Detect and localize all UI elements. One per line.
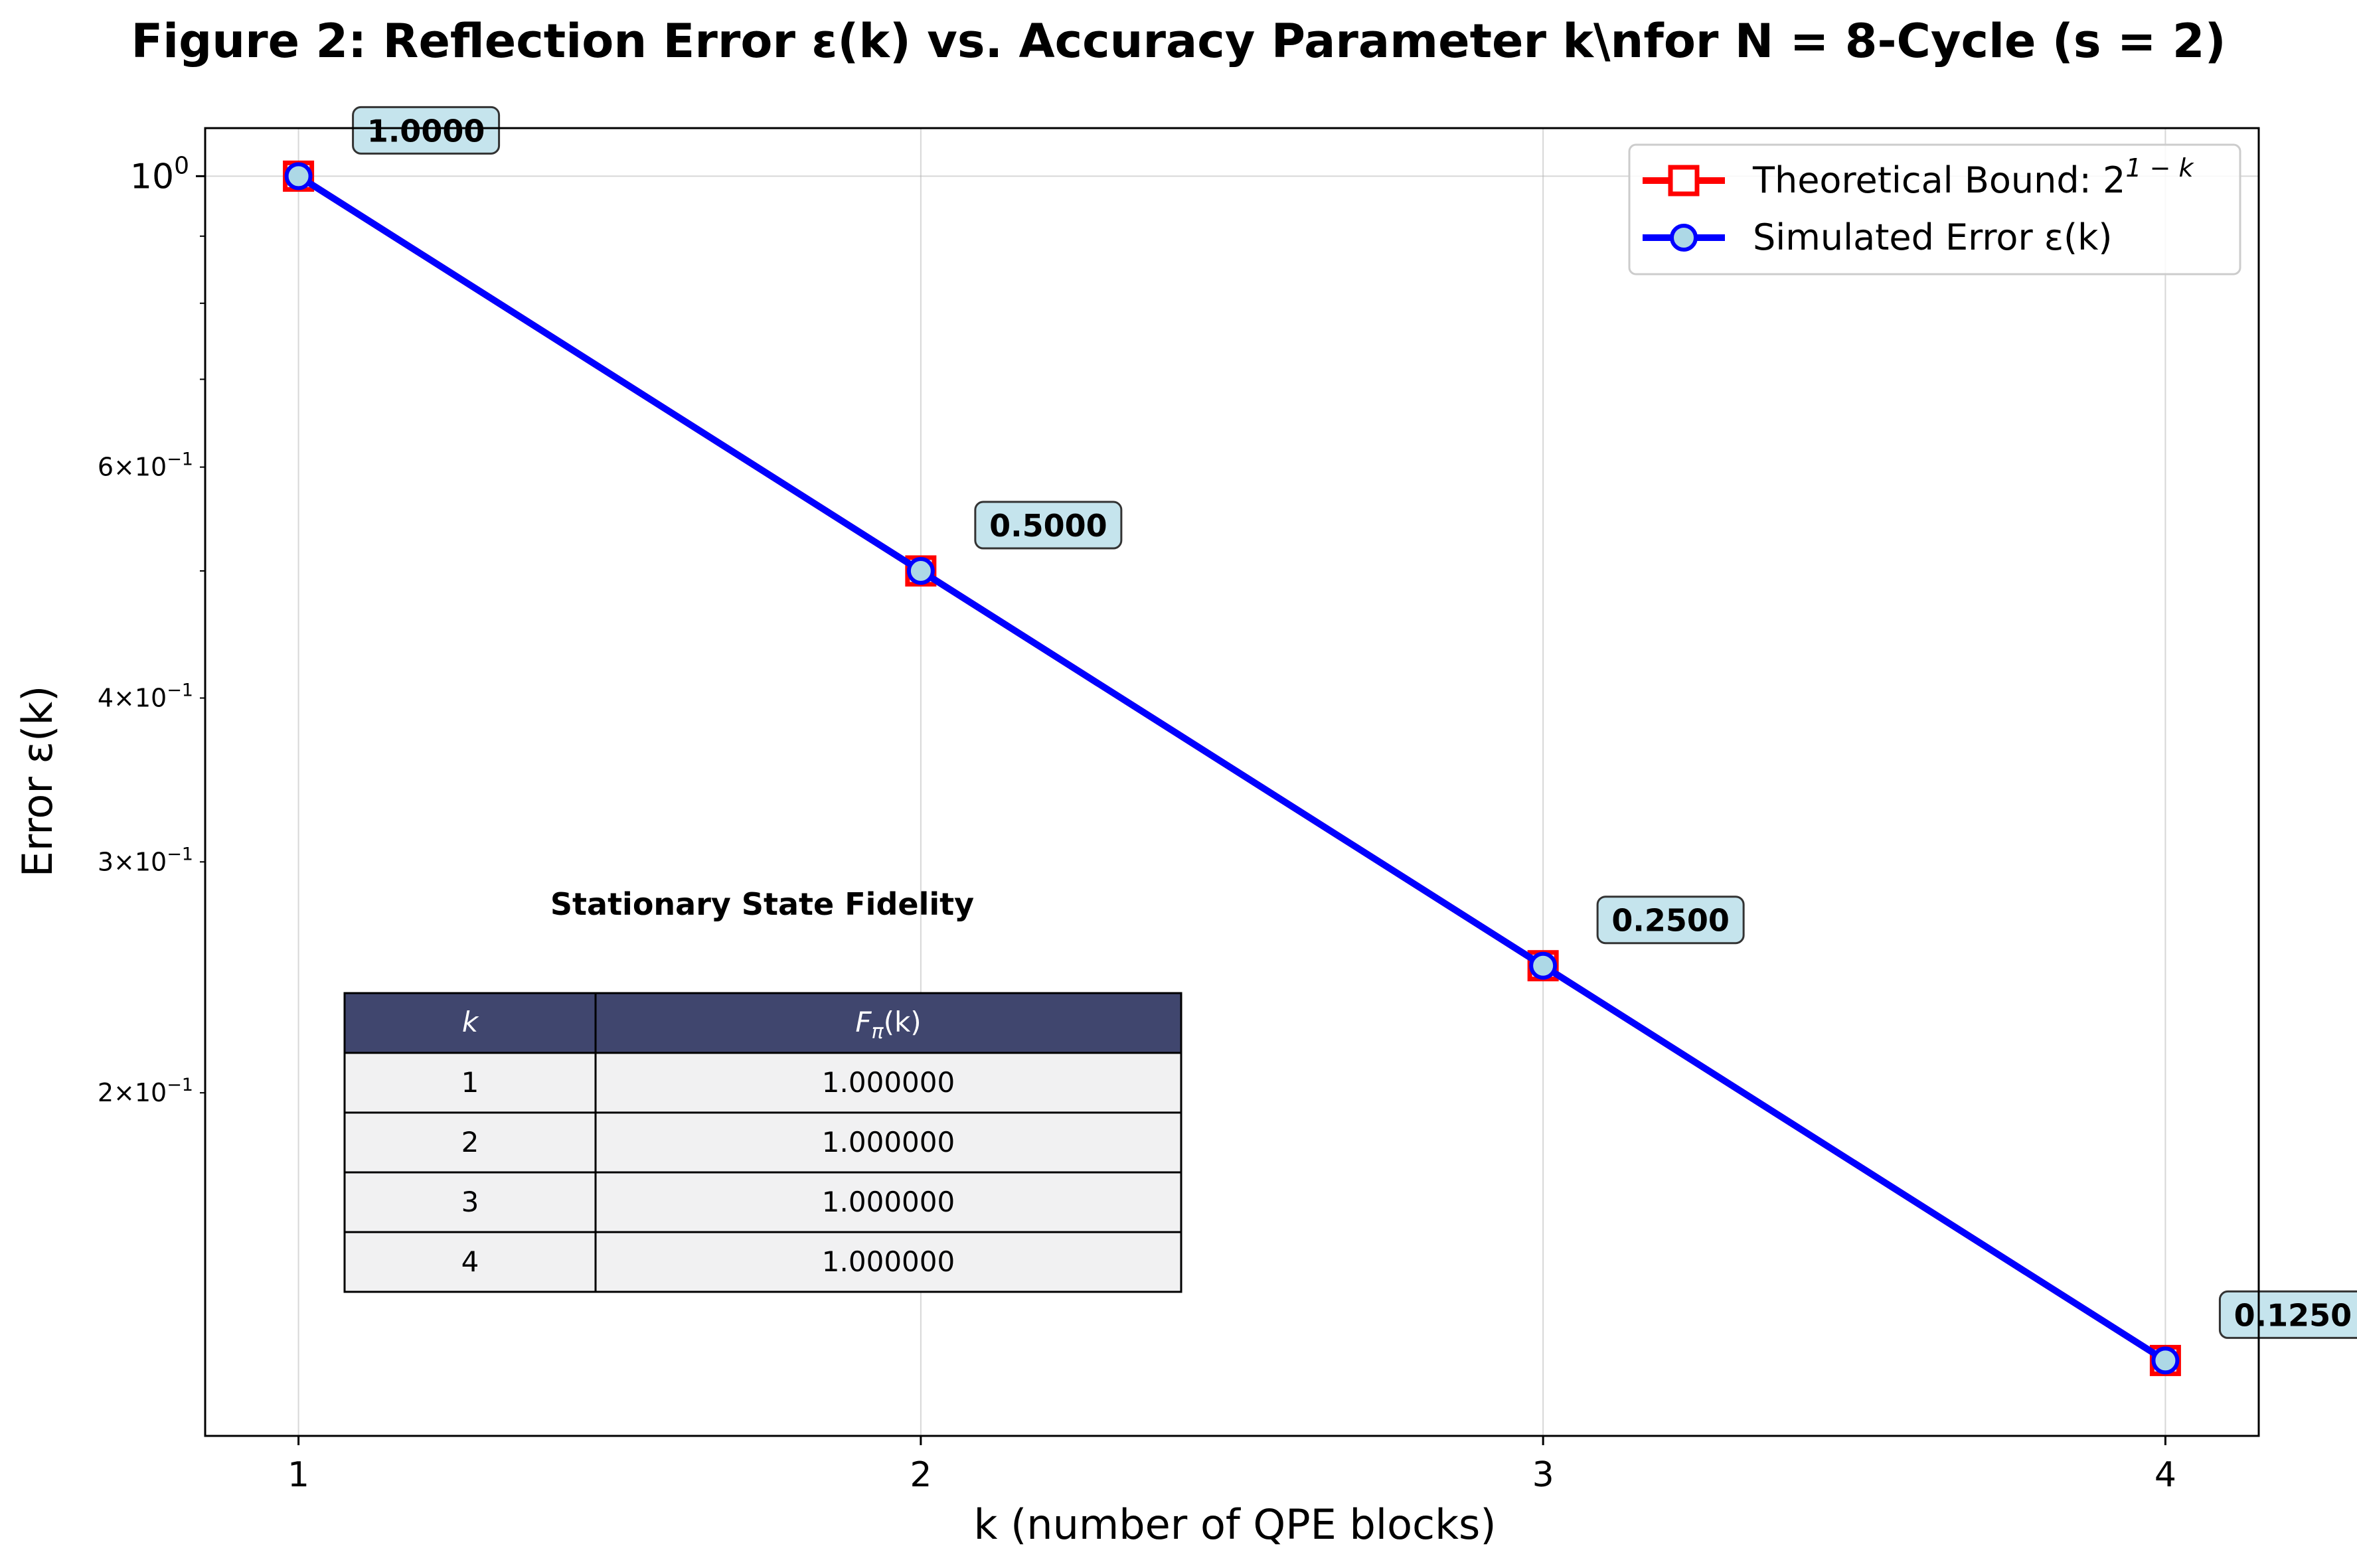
table-title: Stationary State Fidelity xyxy=(550,886,974,922)
plot-frame xyxy=(204,127,2260,1437)
table-cell-k: 2 xyxy=(461,1126,479,1158)
table-cell xyxy=(594,1111,1182,1174)
x-tick-label: 4 xyxy=(2154,1455,2176,1495)
annotation-box xyxy=(2218,1290,2357,1339)
table-cell xyxy=(343,1111,597,1174)
series-line-simulated-error xyxy=(296,173,2168,1364)
y-tick-label: 4×10−1 xyxy=(98,680,193,712)
table-cell-fidelity: 1.000000 xyxy=(822,1186,955,1218)
table-cell xyxy=(594,1231,1182,1293)
table-cell xyxy=(343,1231,597,1293)
annotations: 1.0000 0.5000 0.2500 0.1250 xyxy=(352,106,2357,1339)
table-header-fidelity: Fπ(k) xyxy=(855,1006,921,1044)
legend-marker-simulated xyxy=(1670,224,1698,252)
table-cell xyxy=(594,1171,1182,1233)
table-cell-fidelity: 1.000000 xyxy=(822,1066,955,1099)
y-tick-label: 6×10−1 xyxy=(98,449,193,482)
table-header-k: k xyxy=(462,1006,479,1038)
y-axis-label: Error ε(k) xyxy=(13,686,62,878)
y-tick-label: 2×10−1 xyxy=(98,1075,193,1107)
table-cell-k: 3 xyxy=(461,1186,479,1218)
table-cell-k: 4 xyxy=(461,1245,479,1278)
x-axis-label: k (number of QPE blocks) xyxy=(973,1500,1496,1549)
annotation-box xyxy=(1596,896,1745,945)
legend-label-simulated: Simulated Error ε(k) xyxy=(1753,216,2112,258)
table-cell xyxy=(343,1171,597,1233)
annotation-label: 1.0000 xyxy=(367,113,485,149)
legend-marker-theoretical xyxy=(1668,165,1700,196)
point-simulated-error xyxy=(1529,951,1558,980)
chart-title: Figure 2: Reflection Error ε(k) vs. Accu… xyxy=(131,14,2226,68)
annotation-box xyxy=(974,501,1123,550)
point-simulated-error xyxy=(284,162,313,191)
legend-label-theoretical: Theoretical Bound: 21 − k xyxy=(1752,153,2195,201)
table-cell-fidelity: 1.000000 xyxy=(822,1245,955,1278)
legend: Theoretical Bound: 21 − k Simulated Error… xyxy=(1628,143,2241,275)
annotation-label: 0.1250 xyxy=(2234,1297,2352,1333)
point-simulated-error xyxy=(906,557,935,586)
x-tick-label: 2 xyxy=(910,1455,932,1495)
x-tick-label: 3 xyxy=(1532,1455,1554,1495)
y-tick-label: 100 xyxy=(130,152,189,196)
point-simulated-error xyxy=(2151,1346,2180,1375)
fidelity-table: Stationary State Fidelity k Fπ(k) 1 1.00000… xyxy=(343,886,1182,1293)
y-axis-ticks: 100 6×10−1 4×10−1 3×10−1 2×10−1 xyxy=(98,152,205,1107)
y-tick-label: 3×10−1 xyxy=(98,844,193,876)
x-tick-label: 1 xyxy=(287,1455,309,1495)
series-layer xyxy=(283,160,2181,1376)
table-cell xyxy=(594,1052,1182,1114)
table-header-row xyxy=(343,992,1182,1054)
table-cell-fidelity: 1.000000 xyxy=(822,1126,955,1158)
table-cell xyxy=(343,1052,597,1114)
annotation-label: 0.5000 xyxy=(989,508,1107,544)
annotation-label: 0.2500 xyxy=(1611,903,1730,939)
x-axis-ticks: 1 2 3 4 xyxy=(287,1436,2176,1495)
table-cell-k: 1 xyxy=(461,1066,479,1099)
annotation-box xyxy=(352,106,501,155)
legend-frame xyxy=(1628,143,2241,275)
